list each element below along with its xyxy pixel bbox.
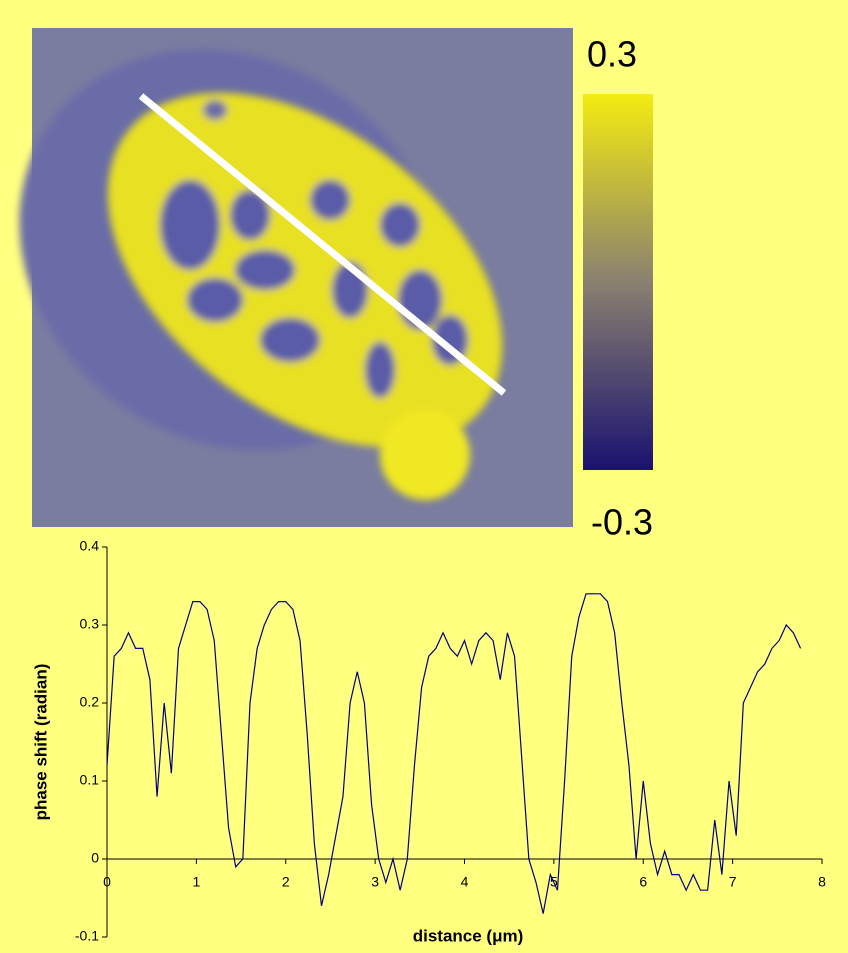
x-tick-label: 8	[818, 874, 826, 890]
y-axis-label: phase shift (radian)	[31, 664, 50, 821]
x-tick-label: 4	[461, 874, 469, 890]
x-tick-label: 7	[729, 874, 737, 890]
colorbar	[583, 94, 653, 470]
y-tick-label: 0.3	[80, 616, 100, 632]
y-tick-label: 0.4	[80, 538, 100, 554]
x-axis-label: distance (μm)	[413, 926, 524, 945]
phase-image	[19, 28, 573, 527]
y-tick-label: 0	[91, 850, 99, 866]
x-tick-label: 0	[103, 874, 111, 890]
colorbar-max-label: 0.3	[587, 34, 637, 75]
y-tick-label: -0.1	[75, 928, 99, 944]
x-tick-label: 2	[282, 874, 290, 890]
y-tick-label: 0.2	[80, 694, 100, 710]
colorbar-min-label: -0.3	[591, 502, 653, 543]
x-tick-label: 3	[371, 874, 379, 890]
x-tick-label: 1	[192, 874, 200, 890]
data-line	[106, 593, 802, 914]
x-tick-label: 6	[639, 874, 647, 890]
y-tick-label: 0.1	[80, 772, 100, 788]
